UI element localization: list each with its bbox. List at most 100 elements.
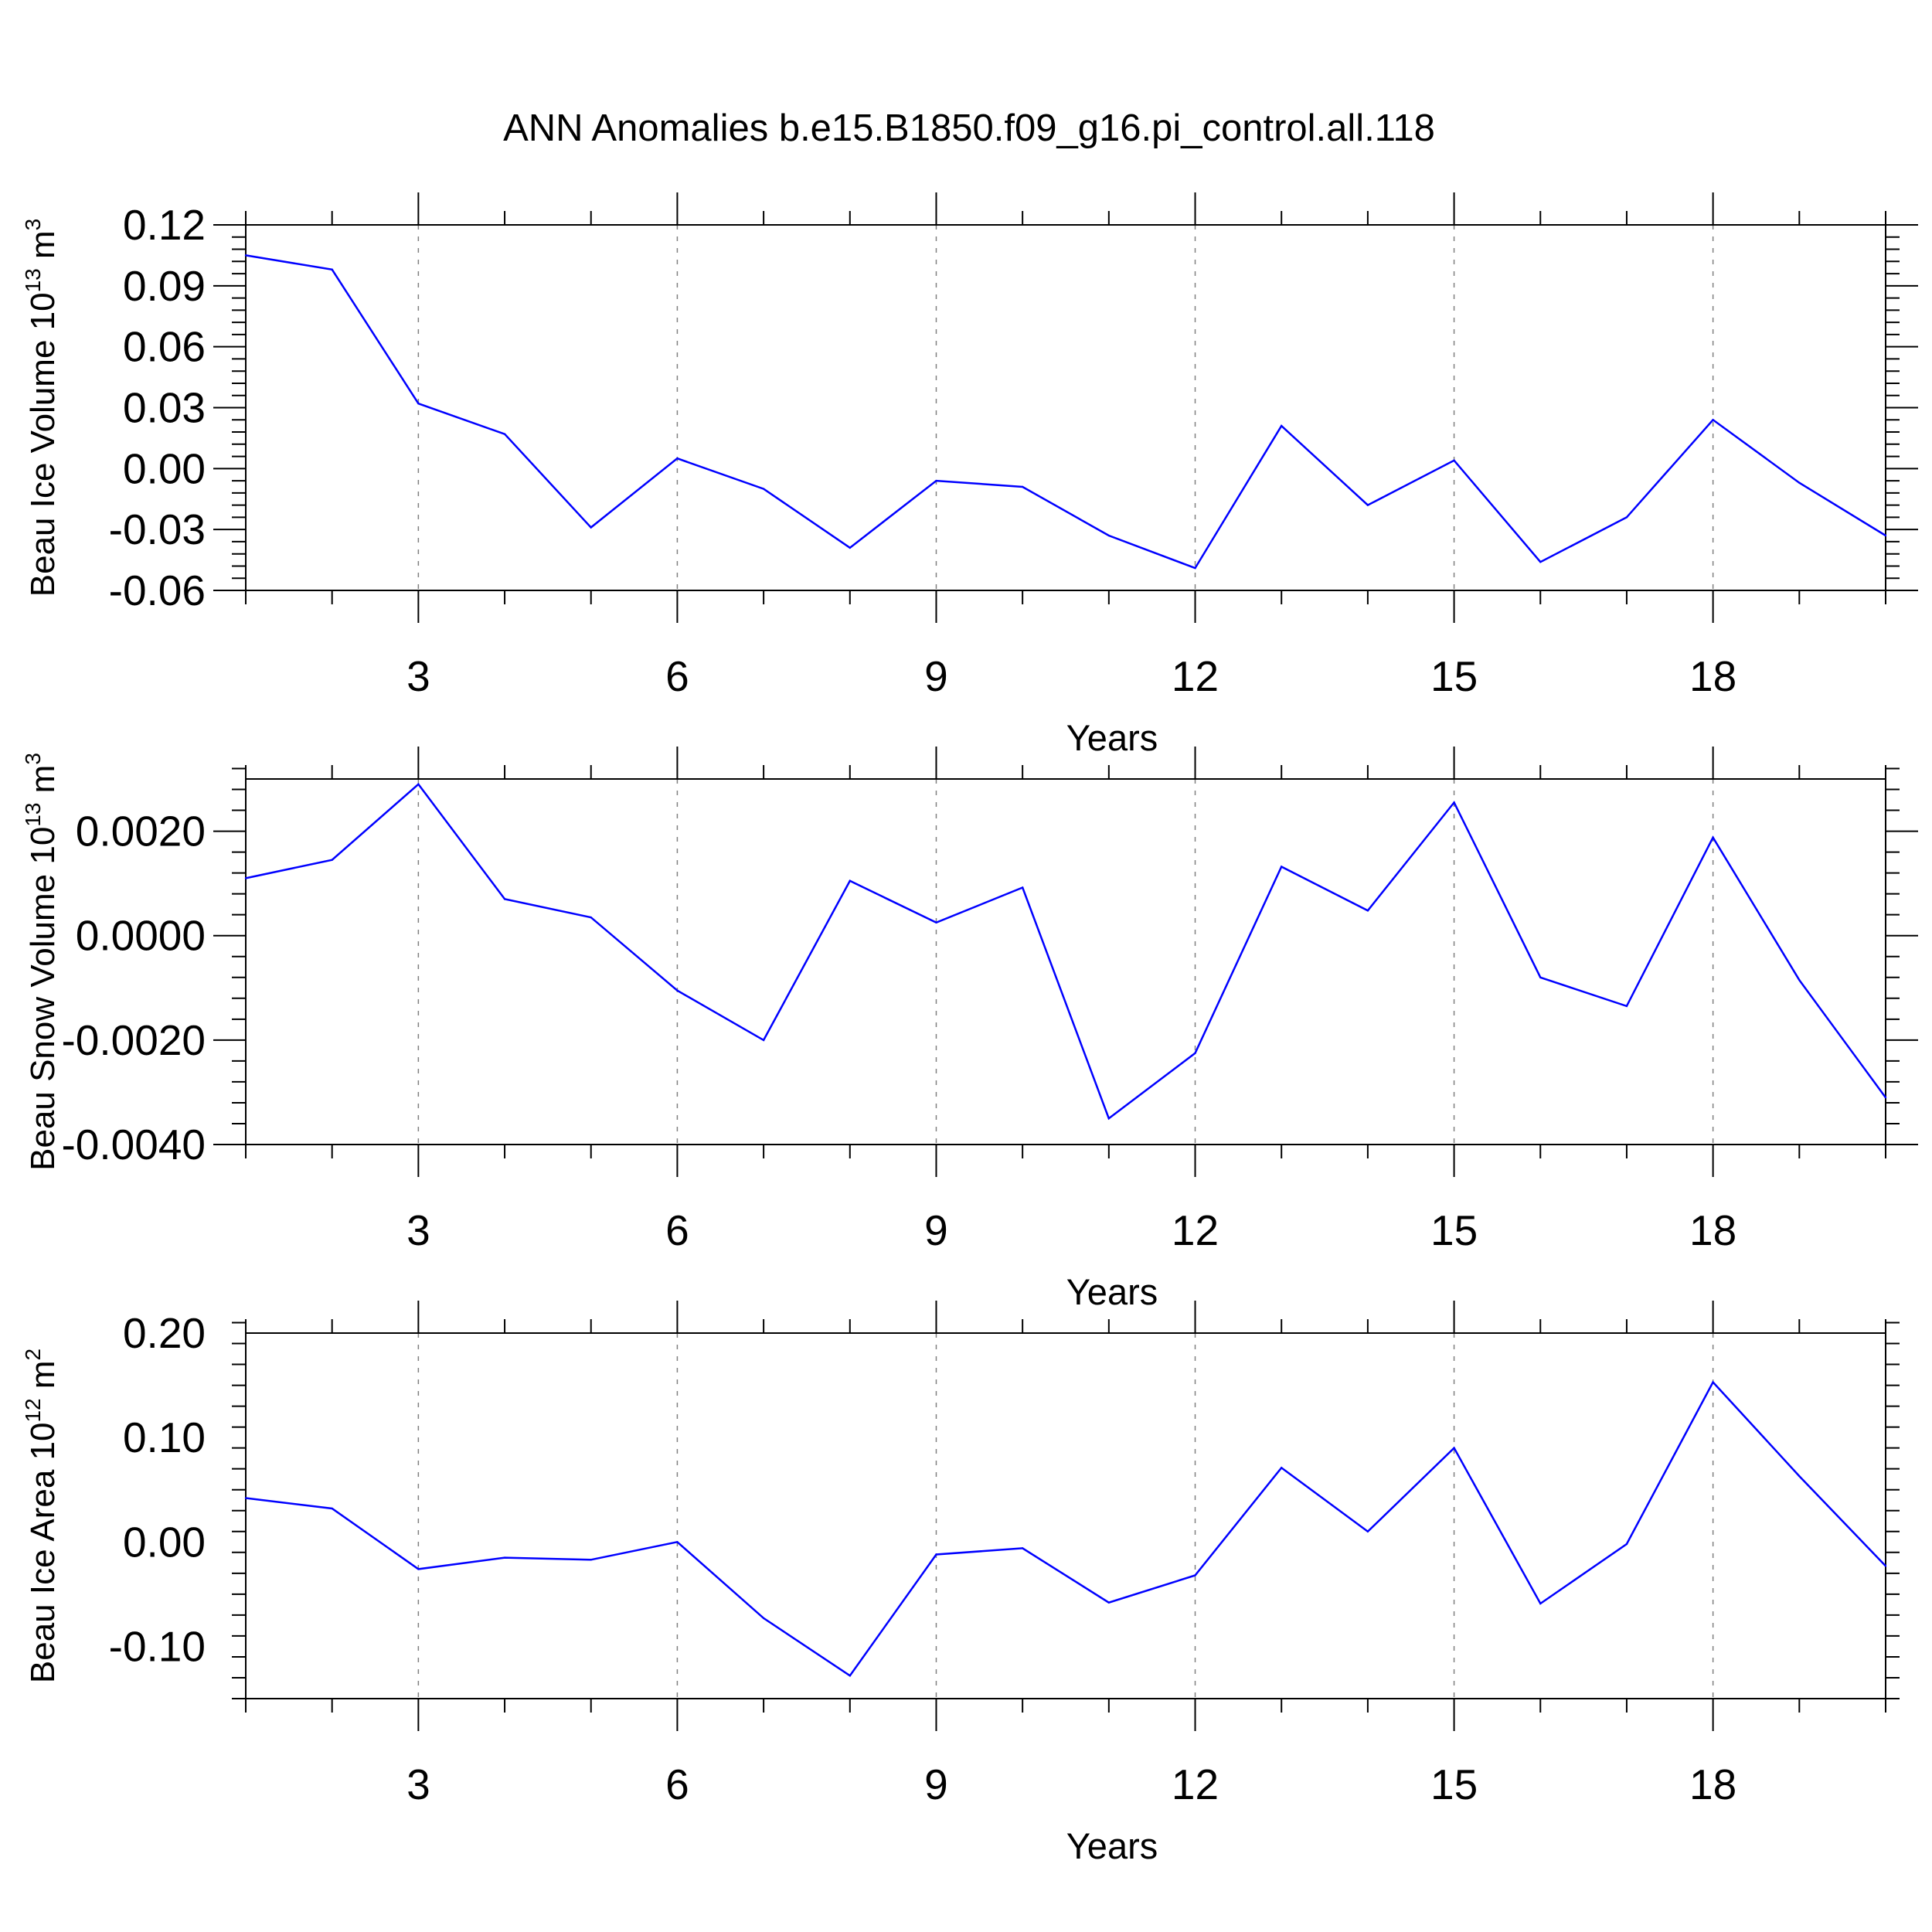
data-point bbox=[1366, 910, 1369, 912]
data-point bbox=[1281, 866, 1283, 868]
data-point bbox=[676, 989, 679, 992]
x-tick-label: 12 bbox=[1172, 652, 1219, 700]
data-point bbox=[1021, 1547, 1024, 1549]
y-axis-label: Beau Ice Area 1012 m2 bbox=[21, 1349, 62, 1683]
data-point bbox=[1712, 419, 1714, 421]
data-point bbox=[503, 1556, 506, 1559]
data-point bbox=[1884, 1565, 1887, 1567]
data-point bbox=[1453, 1447, 1455, 1449]
data-point bbox=[935, 479, 937, 482]
data-point bbox=[590, 1559, 592, 1561]
y-tick-label: -0.10 bbox=[109, 1622, 206, 1670]
y-tick-label: 0.03 bbox=[123, 384, 206, 432]
data-point bbox=[1712, 836, 1714, 838]
data-point bbox=[1884, 534, 1887, 537]
data-point bbox=[417, 783, 420, 785]
y-tick-label: 0.00 bbox=[123, 444, 206, 492]
data-point bbox=[1625, 1005, 1628, 1008]
x-tick-label: 9 bbox=[924, 1206, 948, 1254]
y-axis-label-exponent: 12 bbox=[21, 1398, 45, 1422]
data-point bbox=[244, 877, 247, 879]
data-point bbox=[1712, 1381, 1714, 1383]
data-point bbox=[1539, 976, 1542, 978]
x-tick-label: 3 bbox=[406, 1760, 430, 1808]
x-tick-label: 6 bbox=[665, 652, 689, 700]
y-axis-label-text: Beau Ice Volume 10 bbox=[24, 292, 62, 597]
data-point bbox=[244, 1497, 247, 1499]
y-tick-label: 0.0020 bbox=[76, 808, 206, 855]
data-point bbox=[1798, 481, 1801, 484]
data-point bbox=[1107, 1601, 1111, 1604]
data-point bbox=[849, 546, 851, 549]
x-tick-label: 3 bbox=[406, 1206, 430, 1254]
y-tick-label: 0.12 bbox=[123, 201, 206, 249]
data-point bbox=[1625, 1543, 1628, 1546]
data-point bbox=[935, 921, 937, 924]
data-point bbox=[1539, 561, 1542, 563]
data-point bbox=[1021, 485, 1024, 488]
y-tick-label: -0.03 bbox=[109, 505, 206, 553]
y-tick-label: 0.00 bbox=[123, 1518, 206, 1566]
x-tick-label: 18 bbox=[1689, 1206, 1736, 1254]
y-axis-label-unit-exponent: 3 bbox=[21, 753, 45, 765]
panel-3: 3 6 9 12 15 18 Years -0.10 0.00 0.10 0.20 Beau Ice … bbox=[21, 1301, 1900, 1866]
data-point bbox=[849, 879, 851, 882]
data-point bbox=[1625, 516, 1628, 519]
y-axis-label: Beau Ice Volume 1013 m3 bbox=[21, 219, 62, 597]
data-point bbox=[1798, 978, 1801, 981]
x-tick-label: 9 bbox=[924, 652, 948, 700]
series-line bbox=[245, 1380, 1886, 1678]
data-point bbox=[331, 859, 333, 861]
x-tick-label: 15 bbox=[1430, 652, 1478, 700]
y-tick-label: 0.0000 bbox=[76, 912, 206, 960]
data-point bbox=[417, 1568, 420, 1570]
data-point bbox=[762, 1617, 765, 1620]
data-point bbox=[1281, 424, 1283, 427]
data-point bbox=[849, 1675, 851, 1677]
data-point bbox=[590, 526, 592, 529]
data-point bbox=[331, 268, 333, 271]
data-point bbox=[676, 1541, 679, 1543]
x-axis-label: Years bbox=[1066, 1271, 1158, 1312]
data-point bbox=[503, 898, 506, 900]
data-point bbox=[1453, 459, 1455, 462]
y-tick-label: 0.09 bbox=[123, 262, 206, 310]
y-axis-label-unit: m bbox=[24, 1360, 62, 1398]
y-axis-label-exponent: 13 bbox=[21, 268, 45, 292]
series-line bbox=[245, 254, 1886, 570]
y-tick-label: 0.20 bbox=[123, 1309, 206, 1357]
panel-2: 3 6 9 12 15 18 Years -0.0040 -0.0020 0.0000 0.0020… bbox=[21, 747, 1918, 1312]
x-tick-label: 6 bbox=[665, 1206, 689, 1254]
data-point bbox=[1194, 566, 1196, 570]
y-axis-label-unit-exponent: 2 bbox=[21, 1349, 45, 1361]
y-axis-label-text: Beau Ice Area 10 bbox=[24, 1423, 62, 1684]
plot-frame bbox=[245, 778, 1886, 1145]
data-point bbox=[503, 433, 506, 435]
y-axis-label-unit: m bbox=[24, 230, 62, 268]
data-point bbox=[762, 1039, 765, 1042]
data-point bbox=[1107, 1117, 1111, 1120]
data-point bbox=[1366, 1530, 1369, 1532]
data-point bbox=[1107, 534, 1111, 537]
series-line bbox=[245, 782, 1887, 1121]
data-point bbox=[1366, 504, 1369, 506]
y-axis-label-unit: m bbox=[24, 765, 62, 803]
plot-frame bbox=[245, 1332, 1886, 1699]
y-axis-label: Beau Snow Volume 1013 m3 bbox=[21, 753, 62, 1171]
x-tick-label: 9 bbox=[924, 1760, 948, 1808]
y-tick-label: -0.0040 bbox=[61, 1121, 206, 1168]
data-point bbox=[1021, 886, 1024, 889]
y-tick-label: -0.06 bbox=[109, 566, 206, 614]
data-point bbox=[762, 488, 765, 490]
chart-title: ANN Anomalies b.e15.B1850.f09_g16.pi_con… bbox=[503, 107, 1435, 149]
data-point bbox=[676, 457, 679, 460]
x-tick-label: 6 bbox=[665, 1760, 689, 1808]
x-tick-label: 15 bbox=[1430, 1760, 1478, 1808]
x-tick-label: 12 bbox=[1172, 1760, 1219, 1808]
y-axis-label-text: Beau Snow Volume 10 bbox=[24, 827, 62, 1171]
x-tick-label: 12 bbox=[1172, 1206, 1219, 1254]
data-point bbox=[1281, 1467, 1283, 1469]
x-tick-label: 3 bbox=[406, 652, 430, 700]
data-point bbox=[935, 1553, 937, 1556]
